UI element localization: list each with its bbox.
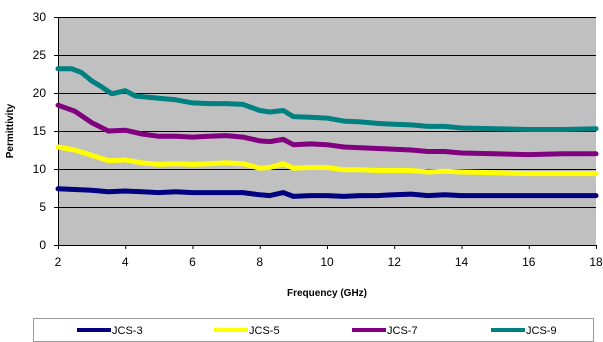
axes xyxy=(54,17,597,249)
x-tick-label: 18 xyxy=(589,255,603,269)
x-tick-labels: 2 4 6 8 10 12 14 16 18 xyxy=(55,255,603,269)
x-tick-label: 2 xyxy=(55,255,62,269)
legend-label-jcs-3: JCS-3 xyxy=(112,325,143,337)
y-tick-label: 5 xyxy=(39,200,46,214)
x-tick-label: 6 xyxy=(189,255,196,269)
series-line-jcs-3 xyxy=(55,186,599,199)
x-tick-label: 12 xyxy=(388,255,402,269)
y-tick-label: 0 xyxy=(39,238,46,252)
series-lines xyxy=(55,66,599,199)
x-axis-title: Frequency (GHz) xyxy=(287,288,367,299)
legend-label-jcs-5: JCS-5 xyxy=(249,325,280,337)
x-tick-label: 10 xyxy=(320,255,334,269)
series-line-jcs-5 xyxy=(55,144,599,177)
legend-label-jcs-9: JCS-9 xyxy=(526,325,557,337)
x-tick-label: 8 xyxy=(256,255,263,269)
x-tick-label: 14 xyxy=(455,255,469,269)
y-tick-label: 10 xyxy=(33,162,47,176)
y-tick-label: 20 xyxy=(33,86,47,100)
series-line-jcs-9 xyxy=(55,66,599,132)
y-axis-title: Permittivity xyxy=(5,103,16,158)
y-tick-label: 25 xyxy=(33,48,47,62)
series-line-jcs-7 xyxy=(55,102,599,158)
y-tick-label: 15 xyxy=(33,124,47,138)
y-tick-label: 30 xyxy=(33,10,47,24)
legend-label-jcs-7: JCS-7 xyxy=(387,325,418,337)
x-tick-label: 4 xyxy=(122,255,129,269)
x-tick-label: 16 xyxy=(522,255,536,269)
y-tick-labels: 0 5 10 15 20 25 30 xyxy=(33,10,47,252)
legend: JCS-3 JCS-5 JCS-7 JCS-9 xyxy=(33,318,594,342)
